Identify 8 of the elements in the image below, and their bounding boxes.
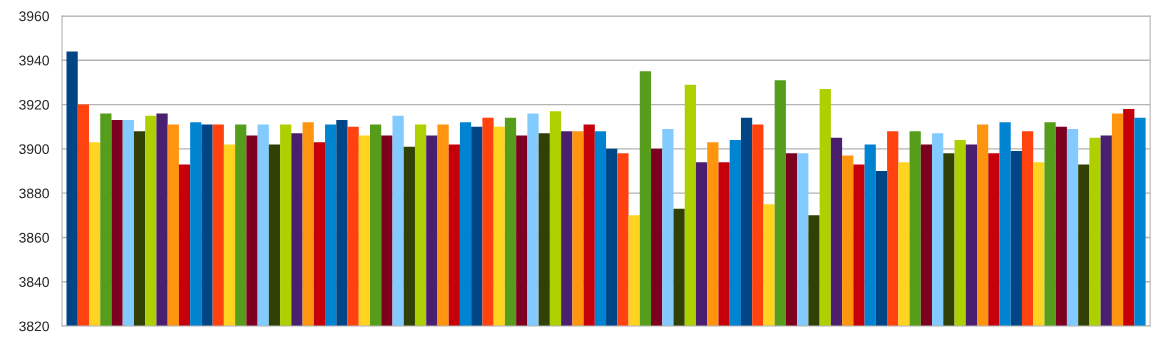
y-tick-label: 3920 bbox=[19, 99, 49, 110]
y-tick-label: 3840 bbox=[19, 277, 49, 287]
y-tick-label: 3880 bbox=[19, 188, 49, 199]
y-tick-label: 3960 bbox=[19, 11, 49, 22]
y-tick-label: 3940 bbox=[19, 55, 49, 66]
y-tick-label: 3900 bbox=[19, 144, 49, 155]
y-tick-label: 3820 bbox=[19, 321, 49, 332]
y-tick-label: 3860 bbox=[19, 232, 49, 243]
